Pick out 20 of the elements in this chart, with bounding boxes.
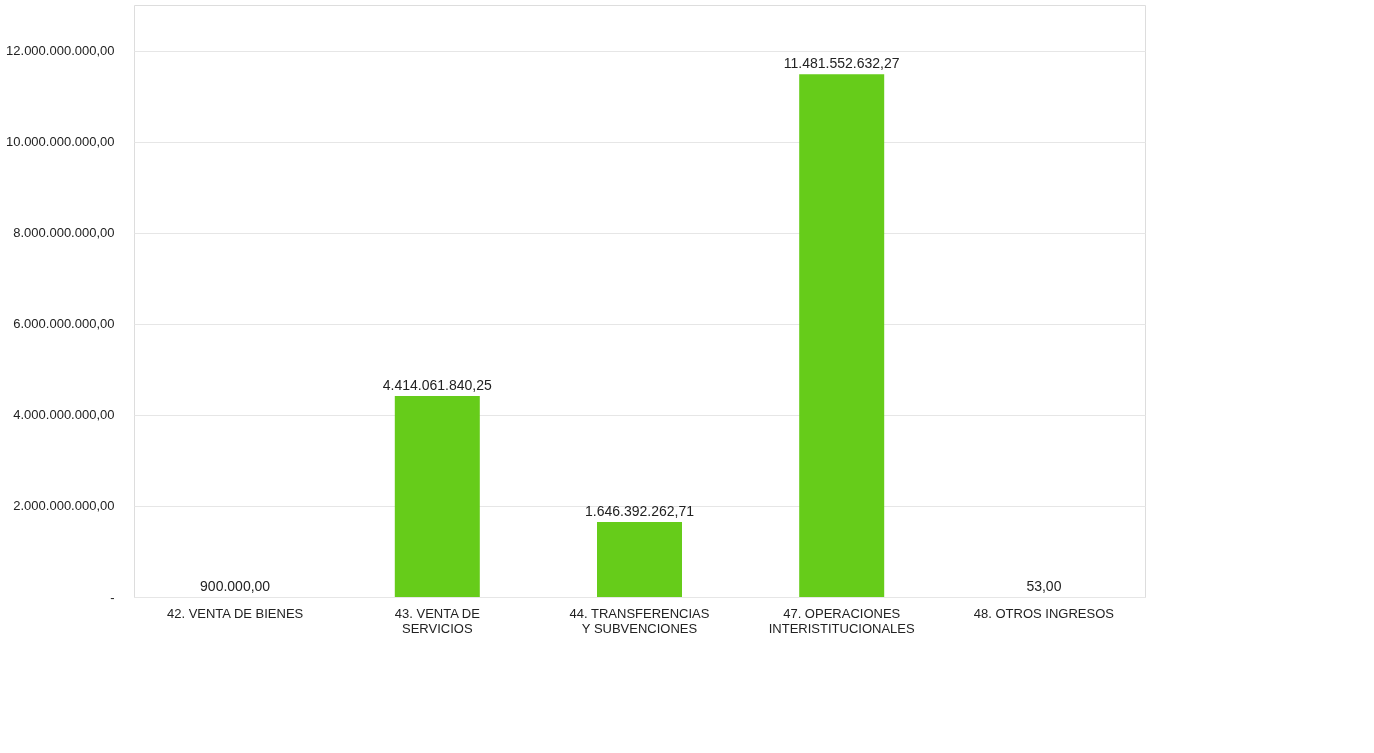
y-tick-label: 10.000.000.000,00 — [6, 134, 115, 150]
y-tick-label: 2.000.000.000,00 — [13, 498, 115, 514]
y-tick-label: - — [110, 589, 115, 605]
x-tick-label: 48. OTROS INGRESOS — [973, 605, 1115, 621]
bar — [597, 522, 682, 597]
y-tick-label: 4.000.000.000,00 — [13, 407, 115, 423]
data-label: 900.000,00 — [200, 577, 271, 594]
bar — [394, 395, 480, 597]
y-tick-label: 6.000.000.000,00 — [13, 316, 115, 332]
data-label: 1.646.392.262,71 — [585, 503, 695, 520]
x-tick-label: 47. OPERACIONES INTERISTITUCIONALES — [768, 605, 915, 636]
bar — [799, 74, 885, 597]
data-label: 11.481.552.632,27 — [783, 55, 900, 72]
data-label: 53,00 — [1026, 578, 1062, 594]
x-tick-label: 44. TRANSFERENCIAS Y SUBVENCIONES — [569, 605, 710, 636]
x-tick-label: 42. VENTA DE BIENES — [166, 605, 304, 621]
y-tick-label: 8.000.000.000,00 — [13, 225, 115, 241]
y-tick-label: 12.000.000.000,00 — [6, 43, 115, 59]
data-label: 4.414.061.840,25 — [382, 376, 493, 393]
x-tick-label: 43. VENTA DE SERVICIOS — [394, 605, 481, 636]
